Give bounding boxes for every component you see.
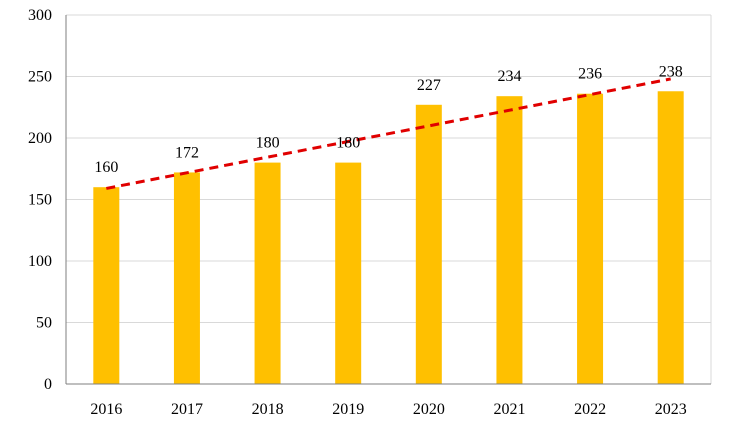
data-labels: 160 172 180 180 227 234 236 238	[94, 63, 682, 176]
bars	[93, 91, 684, 385]
y-tick-label: 50	[36, 315, 52, 332]
data-label-2016: 160	[94, 159, 118, 176]
y-tick-label: 300	[28, 7, 52, 24]
trendline	[106, 77, 671, 190]
bar-2023	[657, 91, 684, 384]
bar-2019	[335, 162, 362, 384]
x-tick-label: 2019	[332, 401, 364, 418]
bar-2022	[577, 93, 604, 384]
data-label-2017: 172	[175, 144, 199, 161]
bar-2021	[496, 96, 523, 385]
y-tick-label: 150	[28, 192, 52, 209]
data-label-2019: 180	[336, 135, 360, 152]
bar-2017	[173, 172, 200, 384]
bar-2018	[254, 162, 281, 384]
gridlines	[66, 14, 712, 384]
x-tick-label: 2017	[171, 401, 203, 418]
x-tick-label: 2021	[493, 401, 525, 418]
y-tick-label: 200	[28, 130, 52, 147]
x-tick-label: 2022	[574, 401, 606, 418]
data-label-2023: 238	[659, 63, 683, 80]
y-tick-label: 100	[28, 253, 52, 270]
y-tick-labels: 0 50 100 150 200 250 300	[28, 7, 52, 393]
data-label-2018: 180	[256, 135, 280, 152]
trendline-group	[106, 77, 671, 190]
bar-2016	[93, 187, 120, 384]
data-label-2020: 227	[417, 77, 441, 94]
axes	[65, 15, 711, 385]
x-tick-labels: 2016 2017 2018 2019 2020 2021 2022 2023	[90, 401, 686, 418]
bar-2020	[415, 104, 442, 384]
data-label-2022: 236	[578, 66, 602, 83]
x-tick-label: 2016	[90, 401, 122, 418]
y-tick-label: 0	[44, 376, 52, 393]
x-tick-label: 2020	[413, 401, 445, 418]
x-tick-label: 2018	[252, 401, 284, 418]
y-tick-label: 250	[28, 69, 52, 86]
x-tick-label: 2023	[655, 401, 687, 418]
data-label-2021: 234	[497, 68, 521, 85]
